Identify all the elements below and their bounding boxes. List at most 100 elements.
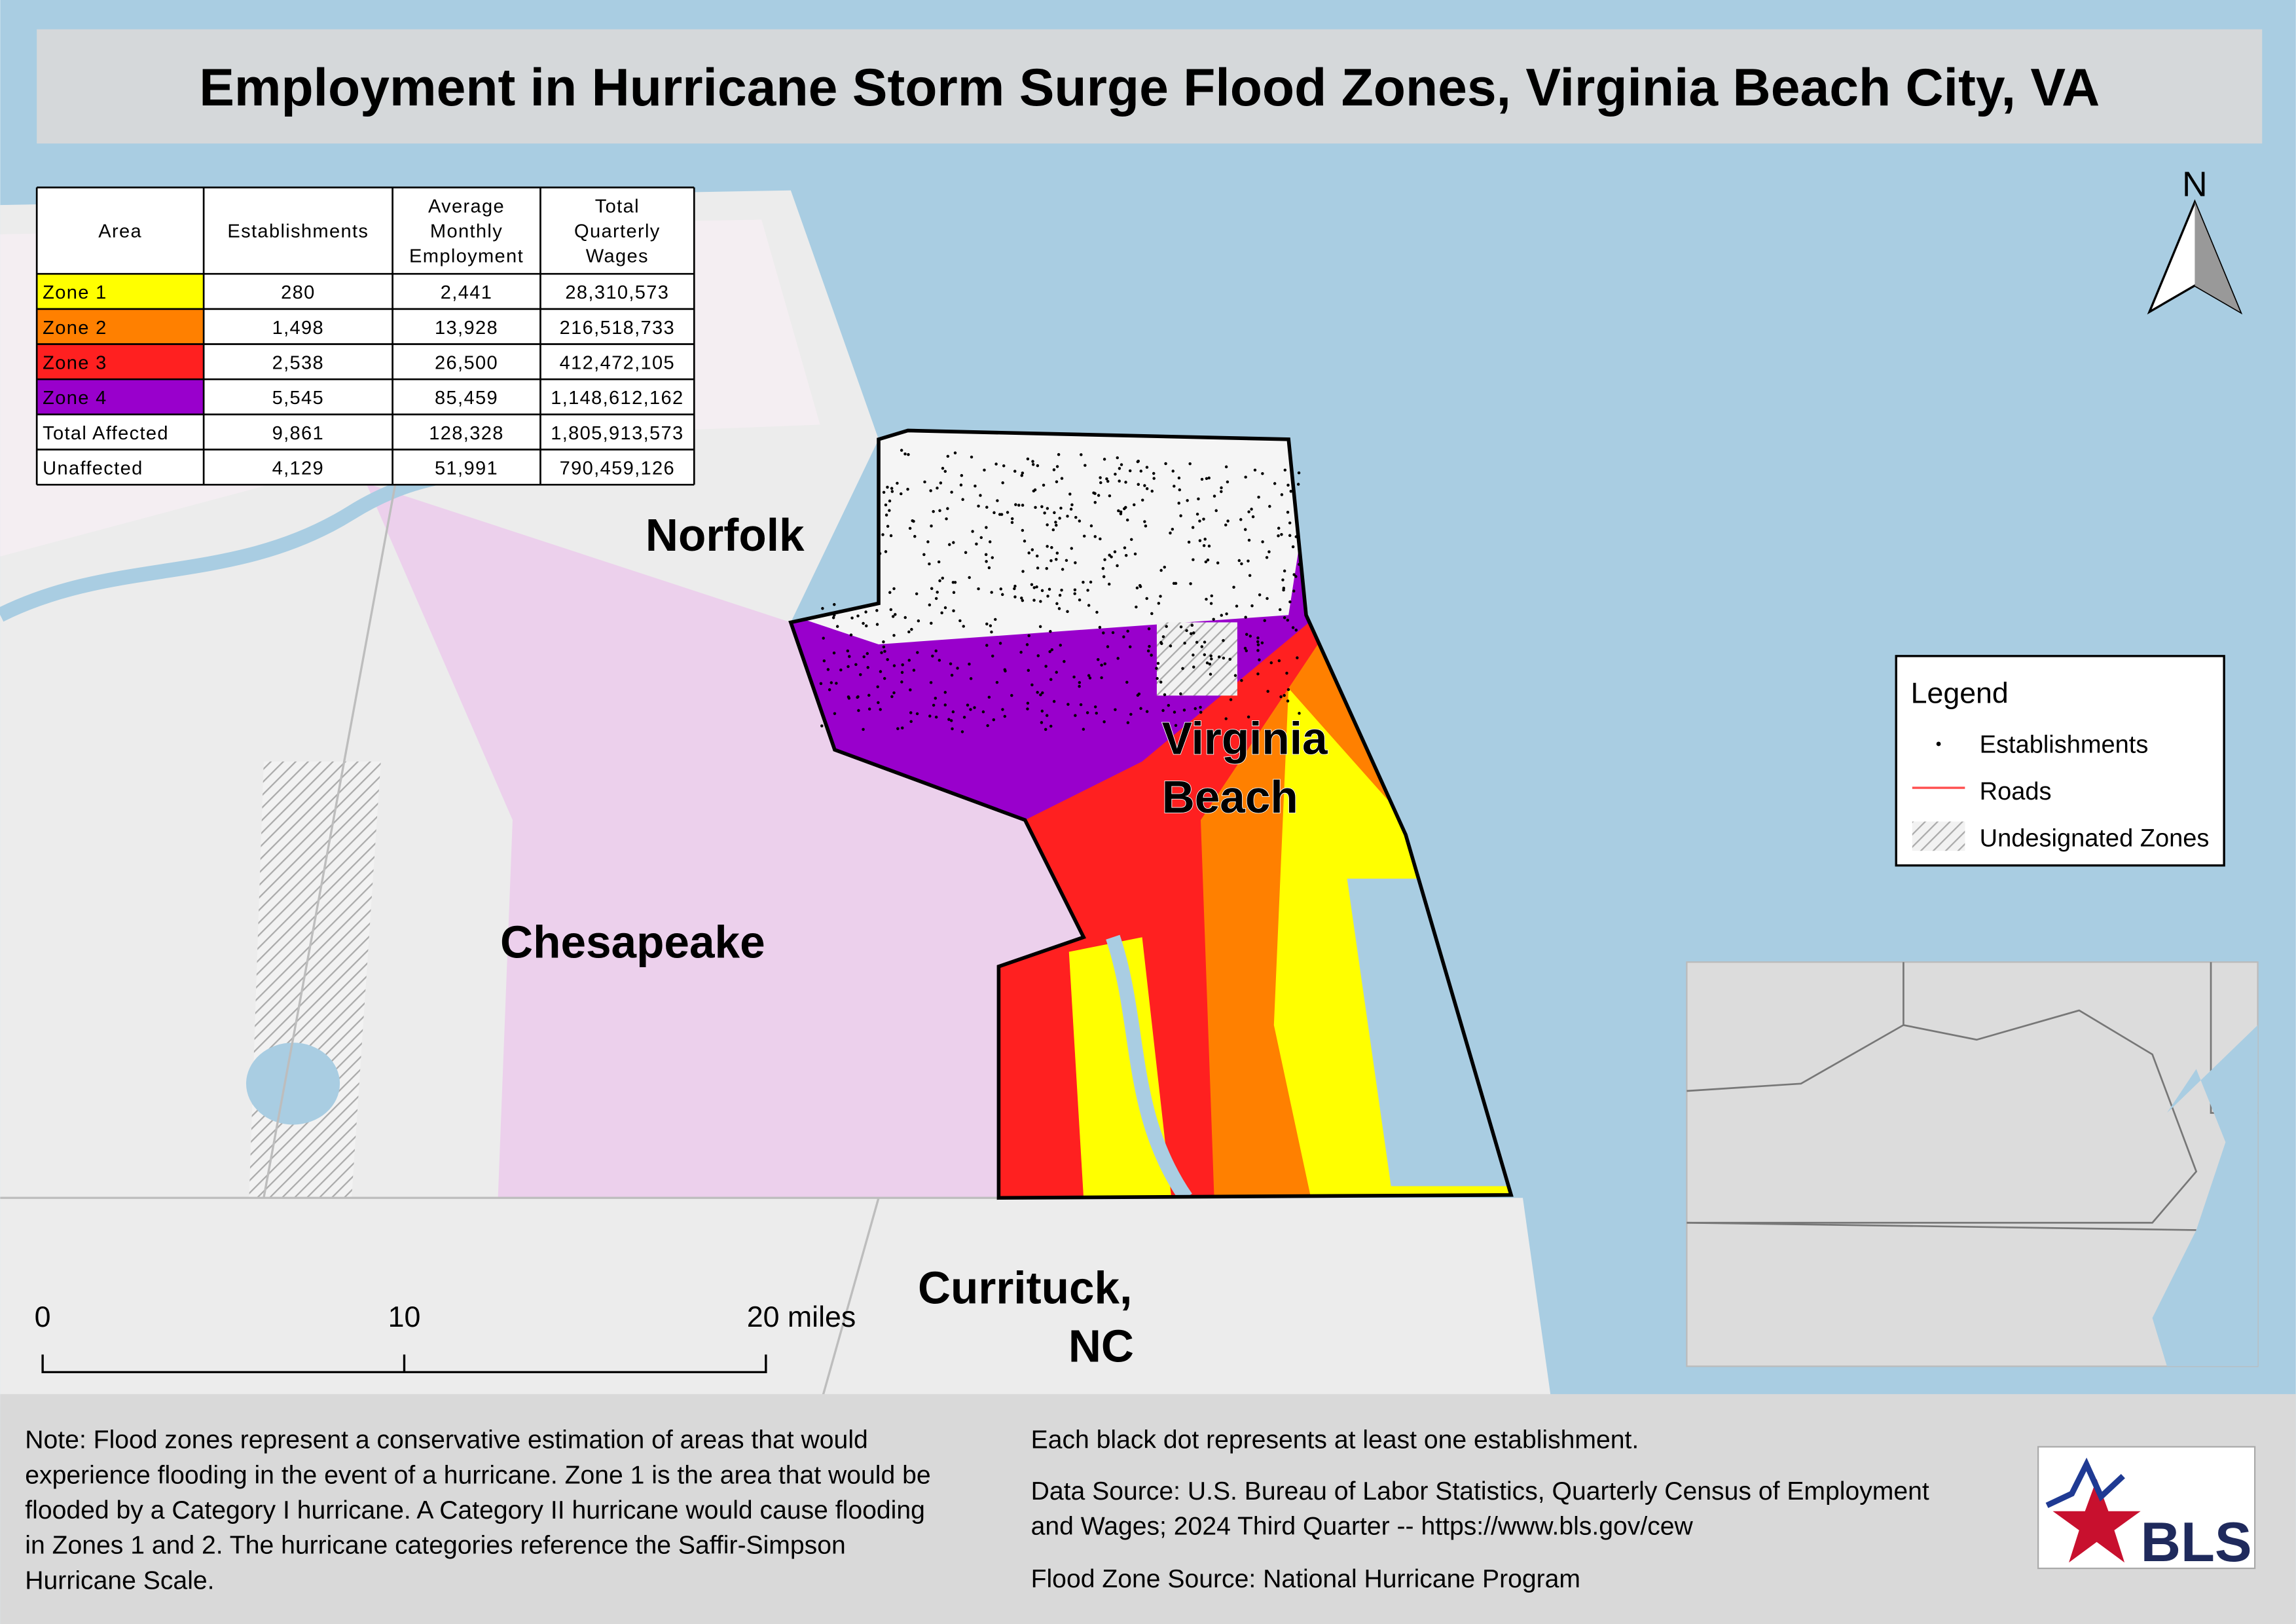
establishment-dot (903, 452, 907, 456)
establishment-dot (1203, 653, 1207, 657)
establishment-dot (894, 613, 897, 616)
establishment-dot (934, 697, 938, 700)
establishment-dot (1169, 644, 1173, 648)
establishment-dot (1122, 635, 1125, 638)
establishment-dot (912, 669, 916, 672)
establishment-dot (1084, 464, 1087, 467)
establishment-dot (1043, 511, 1046, 515)
establishment-dot (883, 650, 886, 653)
establishment-dot (1103, 558, 1106, 561)
north-landing-river (1106, 934, 1192, 1198)
establishment-dot (990, 591, 993, 594)
establishment-dot (1285, 671, 1288, 675)
establishment-dot (937, 560, 941, 564)
establishment-dot (1070, 547, 1074, 550)
establishment-dot (1208, 662, 1212, 666)
establishment-dot (1054, 521, 1057, 524)
establishment-dot (1031, 463, 1035, 466)
zone-swatch (37, 274, 204, 309)
establishment-dot (939, 481, 943, 485)
establishment-dot (1250, 507, 1253, 511)
establishment-dot (1188, 462, 1192, 466)
establishment-dot (1216, 561, 1220, 564)
establishment-dot (1243, 528, 1247, 531)
establishment-dot (1173, 710, 1176, 714)
establishment-dot (1187, 540, 1191, 544)
establishment-dot (1150, 489, 1154, 493)
table-cell: 9,861 (272, 423, 324, 444)
establishment-dot (862, 728, 865, 731)
establishment-dot (1116, 564, 1119, 568)
establishment-dot (1035, 554, 1039, 558)
establishment-dot (1040, 709, 1044, 713)
establishment-dot (1093, 705, 1097, 709)
title: Employment in Hurricane Storm Surge Floo… (199, 58, 2100, 117)
establishment-dot (923, 480, 926, 484)
inset-water (2152, 1025, 2258, 1367)
establishment-dot (1139, 707, 1142, 710)
logo-text: BLS (2141, 1511, 2252, 1574)
establishment-dot (1189, 582, 1192, 585)
back-bay (1347, 878, 1508, 1187)
establishment-dot (1065, 559, 1068, 563)
establishment-dot (1086, 589, 1089, 592)
chesapeake-land (366, 483, 1084, 1198)
establishment-dot (1258, 658, 1261, 661)
establishment-dot (999, 587, 1002, 591)
establishment-dot (1273, 482, 1277, 485)
establishment-dot (1181, 667, 1184, 671)
establishment-dot (1257, 495, 1260, 499)
establishment-dot (1052, 468, 1056, 471)
establishment-dot (819, 682, 823, 686)
table-cell: 85,459 (435, 388, 498, 409)
establishment-dot (1200, 645, 1204, 648)
establishment-dot (1161, 635, 1165, 638)
establishment-dot (1207, 476, 1211, 480)
establishment-dot (1192, 558, 1195, 561)
establishment-dot (1256, 672, 1260, 676)
table-cell: Zone 2 (43, 318, 107, 339)
establishment-dot (1233, 674, 1237, 677)
establishment-dot (1133, 552, 1137, 556)
establishment-dot (1078, 684, 1081, 688)
establishment-dot (1145, 710, 1149, 713)
establishment-dot (1291, 545, 1295, 549)
establishment-dot (938, 579, 941, 583)
scale-bar: 0 10 20 miles (35, 1301, 856, 1374)
establishment-dot (867, 693, 871, 697)
establishment-dot (1286, 618, 1290, 622)
establishment-dot (1220, 486, 1223, 490)
establishment-dot (890, 490, 894, 493)
establishment-dot (1030, 583, 1034, 586)
establishment-dot (934, 597, 938, 600)
establishment-dot (850, 616, 854, 619)
establishment-dot (1124, 553, 1128, 557)
establishment-dot (1129, 712, 1133, 716)
establishment-dot (1079, 703, 1083, 707)
establishment-dot (1292, 589, 1296, 593)
establishment-dot (1110, 555, 1113, 559)
establishment-dot (1078, 598, 1082, 602)
establishment-dot (1118, 479, 1121, 483)
note-line: Note: Flood zones represent a conservati… (25, 1426, 867, 1454)
establishment-dot (1247, 510, 1250, 513)
establishment-dot (1133, 503, 1136, 507)
establishment-dot (1073, 592, 1076, 595)
establishment-dot (1177, 502, 1180, 505)
establishment-dot (875, 609, 879, 612)
establishment-dot (900, 680, 903, 684)
establishment-dot (1035, 585, 1038, 589)
establishment-dot (1226, 519, 1230, 523)
establishment-dot (1286, 688, 1290, 692)
establishment-dot (1046, 545, 1049, 548)
inset-map (1686, 961, 2259, 1367)
establishment-dot (985, 560, 988, 563)
establishment-dot (896, 727, 900, 730)
establishment-dot (1224, 465, 1228, 469)
establishment-dot (1125, 680, 1129, 684)
establishment-dot (1248, 574, 1252, 578)
establishment-dot (881, 533, 884, 536)
establishment-dot (1224, 717, 1228, 720)
establishment-dot (1245, 633, 1248, 636)
establishment-dot (867, 707, 871, 711)
